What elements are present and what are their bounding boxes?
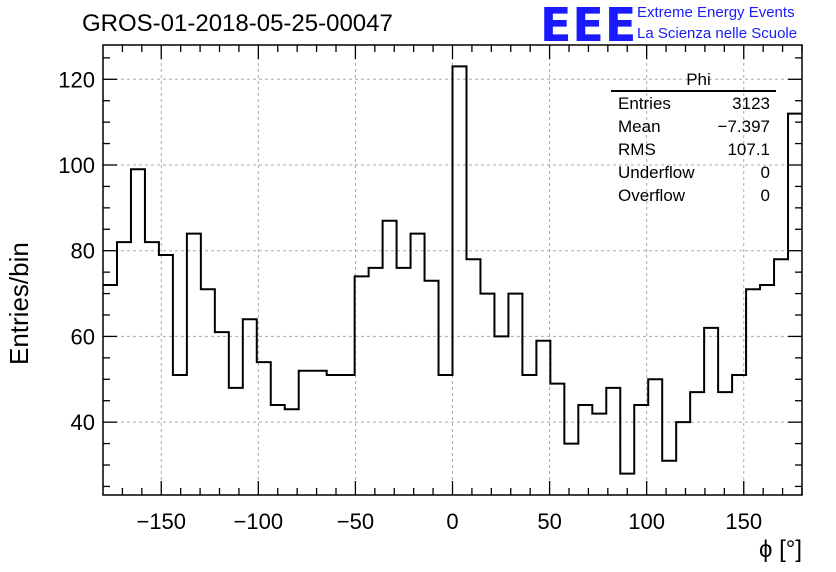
stats-row: RMS 107.1 (611, 138, 776, 161)
stats-label: RMS (618, 140, 656, 159)
y-tick-label: 100 (58, 153, 95, 178)
plot-frame (102, 44, 803, 496)
x-tick-label: 100 (628, 509, 665, 534)
logo-line-2: La Scienza nelle Scuole (637, 25, 798, 42)
stats-label: Entries (618, 94, 671, 113)
x-tick-label: 150 (725, 509, 762, 534)
axis-tick-labels: −150 −100 −50 0 50 100 150 40 60 80 100 120 (58, 67, 762, 534)
stats-row: Overflow 0 (611, 184, 776, 207)
stats-value: 0 (760, 163, 770, 182)
x-tick-label: −100 (234, 509, 284, 534)
y-tick-label: 40 (71, 410, 95, 435)
y-tick-label: 120 (58, 67, 95, 92)
stats-row: Entries 3123 (611, 92, 776, 115)
eee-logo: EEE (540, 0, 638, 52)
x-tick-label: 50 (537, 509, 561, 534)
stats-label: Overflow (618, 186, 686, 205)
x-tick-label: 0 (446, 509, 458, 534)
stats-row: Mean −7.397 (611, 115, 776, 138)
stats-label: Mean (618, 117, 661, 136)
stats-title: Phi (611, 70, 776, 92)
stats-label: Underflow (618, 163, 695, 182)
y-tick-label: 80 (71, 239, 95, 264)
histogram-step-line (103, 65, 802, 475)
y-tick-label: 60 (71, 324, 95, 349)
run-title: GROS-01-2018-05-25-00047 (82, 10, 393, 37)
x-axis-label: ϕ [°] (758, 536, 802, 563)
stats-box: Phi Entries 3123 Mean −7.397 RMS 107.1 U… (611, 70, 776, 207)
stats-value: 0 (760, 186, 770, 205)
stats-row: Underflow 0 (611, 161, 776, 184)
axis-ticks (103, 45, 803, 495)
x-tick-label: −50 (337, 509, 374, 534)
x-tick-label: −150 (136, 509, 186, 534)
y-axis-label: Entries/bin (4, 242, 34, 365)
stats-value: 3123 (732, 94, 770, 113)
stats-value: 107.1 (727, 140, 770, 159)
logo-line-1: Extreme Energy Events (637, 4, 795, 21)
stats-value: −7.397 (717, 117, 770, 136)
